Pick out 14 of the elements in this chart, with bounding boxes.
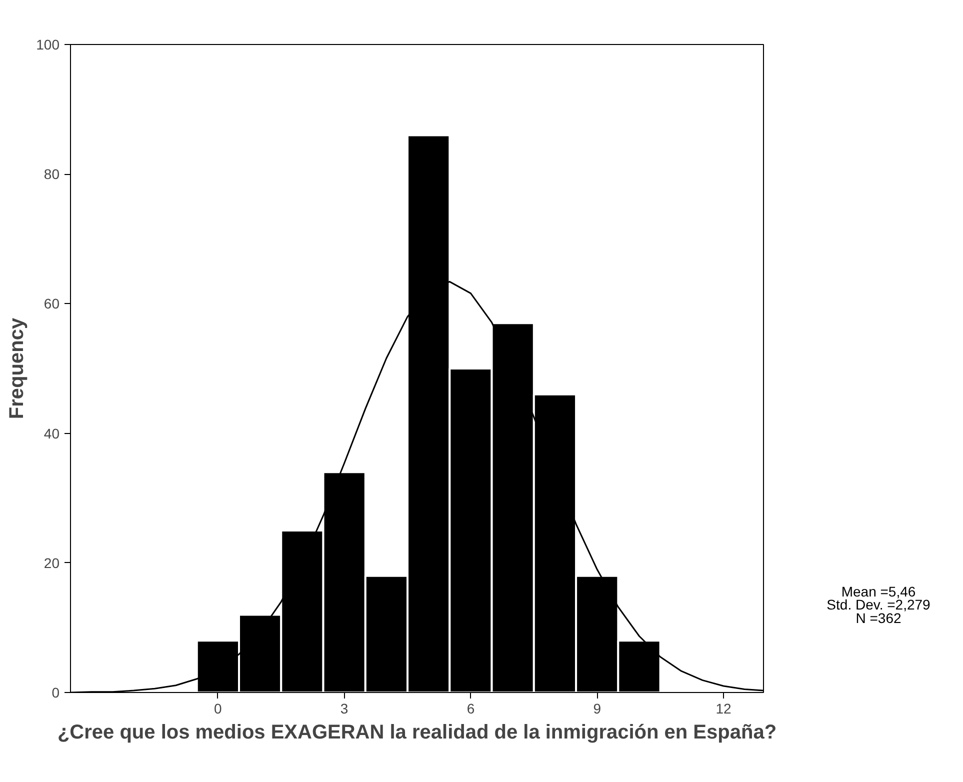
y-tick-label: 60 [44, 296, 60, 312]
x-tick-label: 12 [716, 700, 732, 716]
x-tick-label: 0 [214, 700, 222, 716]
x-tick-label: 9 [593, 700, 602, 716]
y-tick-label: 40 [44, 425, 60, 442]
y-tick-label: 80 [44, 166, 60, 182]
y-tick-label: 20 [44, 554, 60, 571]
text: Mean =5,46 [841, 583, 916, 600]
x-axis-title: ¿Cree que los medios EXAGERAN la realidad de la inmigración en España? [57, 722, 777, 744]
y-tick-label: 100 [36, 36, 60, 52]
y-tick-label: 0 [52, 684, 60, 700]
y-axis-title: Frequency [6, 317, 28, 420]
x-tick-label: 3 [340, 700, 348, 716]
x-tick-label: 6 [466, 700, 475, 716]
